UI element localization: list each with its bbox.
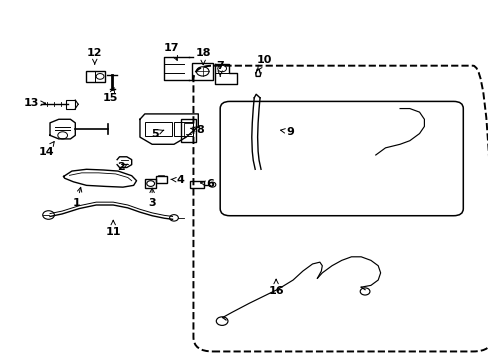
Bar xyxy=(144,122,171,136)
Text: 16: 16 xyxy=(268,279,284,296)
Text: 15: 15 xyxy=(103,87,118,103)
Bar xyxy=(190,181,203,188)
Bar xyxy=(192,63,212,80)
Text: 18: 18 xyxy=(195,48,210,64)
Text: 13: 13 xyxy=(24,98,45,108)
Text: 9: 9 xyxy=(280,127,294,137)
Text: 6: 6 xyxy=(200,179,214,189)
Text: 4: 4 xyxy=(170,175,184,185)
Bar xyxy=(144,179,156,188)
Bar xyxy=(86,71,105,82)
Text: 2: 2 xyxy=(117,162,127,172)
Text: 7: 7 xyxy=(216,61,224,76)
Text: 3: 3 xyxy=(148,188,156,208)
Text: 1: 1 xyxy=(73,187,81,208)
Bar xyxy=(156,176,166,183)
Text: 12: 12 xyxy=(87,48,102,64)
Bar xyxy=(181,119,196,143)
Text: 11: 11 xyxy=(105,220,121,237)
Bar xyxy=(65,100,75,109)
Bar xyxy=(174,122,193,136)
Text: 5: 5 xyxy=(150,129,163,139)
Text: 17: 17 xyxy=(163,43,179,60)
Text: 8: 8 xyxy=(190,125,203,135)
Text: 14: 14 xyxy=(38,141,54,157)
Text: 10: 10 xyxy=(256,55,271,71)
